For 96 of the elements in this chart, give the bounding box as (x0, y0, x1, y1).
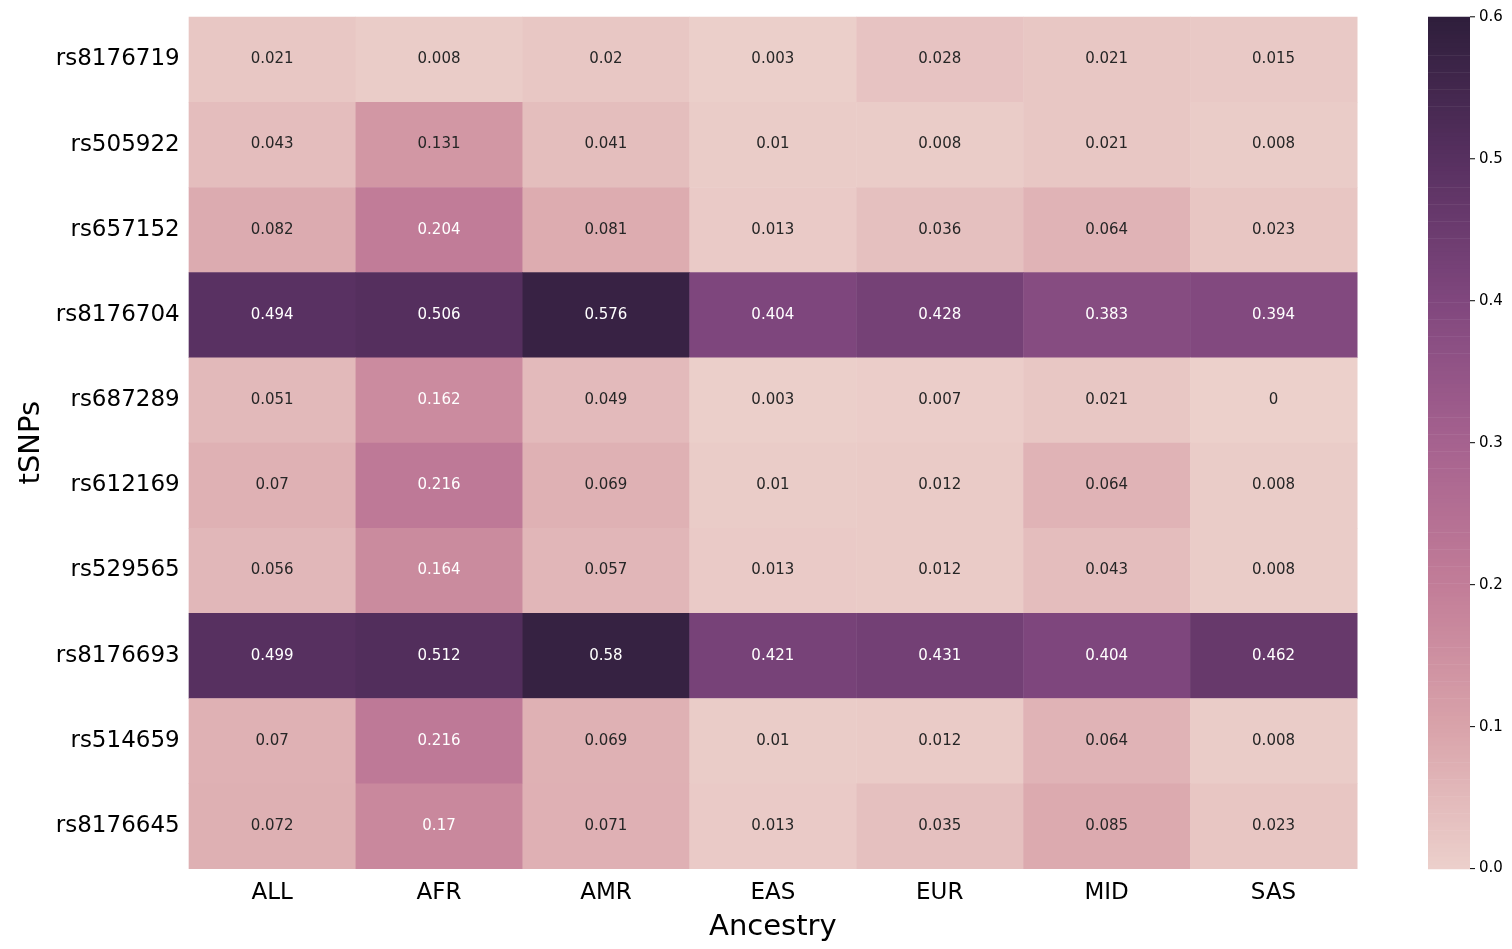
x-tick-label: AMR (580, 878, 632, 905)
data-label: 0.499 (250, 645, 294, 664)
data-label: 0.383 (1085, 304, 1129, 323)
y-tick-label: rs8176704 (55, 299, 180, 326)
y-tick-label: rs8176645 (55, 810, 180, 837)
y-tick-label: rs8176719 (55, 44, 180, 71)
color-bar-label: 0.0 (1479, 858, 1503, 877)
color-bar-label: 0.3 (1479, 432, 1503, 451)
data-label: 0.216 (417, 475, 461, 494)
data-label: 0.216 (417, 730, 461, 749)
data-label: 0.17 (422, 815, 456, 834)
data-label: 0.421 (751, 645, 795, 664)
data-label: 0.012 (918, 560, 962, 579)
data-label: 0.021 (1085, 134, 1129, 153)
data-label: 0.428 (918, 304, 962, 323)
data-label: 0.007 (918, 390, 962, 408)
data-label: 0.023 (1252, 815, 1296, 834)
color-bar-label: 0.2 (1479, 574, 1503, 593)
data-label: 0.021 (1085, 390, 1129, 408)
data-label: 0.07 (255, 475, 289, 494)
data-label: 0 (1268, 390, 1279, 408)
x-tick-label: EAS (750, 878, 796, 905)
data-label: 0.494 (250, 304, 294, 323)
data-label: 0.008 (417, 49, 461, 68)
y-axis-title: tSNPs (11, 400, 46, 485)
y-tick-label: rs612169 (70, 470, 180, 497)
data-label: 0.003 (751, 49, 795, 68)
data-label: 0.081 (584, 219, 628, 238)
data-label: 0.085 (1085, 815, 1129, 834)
data-label: 0.008 (1252, 560, 1296, 579)
data-label: 0.043 (250, 134, 294, 153)
y-tick-label: rs529565 (70, 555, 180, 582)
x-tick-label: ALL (251, 878, 293, 905)
data-label: 0.072 (250, 815, 294, 834)
data-label: 0.008 (918, 134, 962, 153)
data-label: 0.057 (584, 560, 628, 579)
data-label: 0.041 (584, 134, 628, 153)
data-label: 0.036 (918, 219, 962, 238)
data-label: 0.012 (918, 475, 962, 494)
data-label: 0.015 (1252, 49, 1296, 68)
data-label: 0.021 (1085, 49, 1129, 68)
data-label: 0.064 (1085, 219, 1129, 238)
data-label: 0.01 (756, 475, 790, 494)
y-tick-label: rs657152 (70, 214, 180, 241)
data-label: 0.013 (751, 219, 795, 238)
color-bar-label: 0.6 (1479, 6, 1503, 25)
data-label: 0.021 (250, 49, 294, 68)
color-bar-label: 0.1 (1479, 716, 1503, 735)
data-label: 0.131 (417, 134, 461, 153)
data-label: 0.003 (751, 390, 795, 408)
x-axis-title: Ancestry (709, 908, 837, 943)
x-tick-label: SAS (1250, 878, 1297, 905)
data-label: 0.07 (255, 730, 289, 749)
y-tick-label: rs8176693 (55, 640, 180, 667)
data-label: 0.576 (584, 304, 628, 323)
data-label: 0.58 (589, 645, 623, 664)
data-label: 0.056 (250, 560, 294, 579)
data-label: 0.013 (751, 560, 795, 579)
data-label: 0.01 (756, 730, 790, 749)
data-label: 0.012 (918, 730, 962, 749)
data-label: 0.069 (584, 730, 628, 749)
data-label: 0.01 (756, 134, 790, 153)
y-tick-label: rs687289 (70, 385, 180, 412)
data-label: 0.049 (584, 390, 628, 408)
data-label: 0.064 (1085, 475, 1129, 494)
data-label: 0.008 (1252, 730, 1296, 749)
data-label: 0.164 (417, 560, 461, 579)
data-label: 0.069 (584, 475, 628, 494)
data-label: 0.404 (751, 304, 795, 323)
data-label: 0.394 (1252, 304, 1296, 323)
data-label: 0.008 (1252, 475, 1296, 494)
data-label: 0.013 (751, 815, 795, 834)
data-label: 0.008 (1252, 134, 1296, 153)
data-label: 0.462 (1252, 645, 1296, 664)
y-tick-label: rs505922 (70, 129, 180, 156)
y-tick-label: rs514659 (70, 725, 180, 752)
x-tick-label: EUR (916, 878, 964, 905)
data-label: 0.02 (589, 49, 623, 68)
color-bar-label: 0.4 (1479, 290, 1503, 309)
x-tick-label: MID (1084, 878, 1129, 905)
color-bar-label: 0.5 (1479, 148, 1503, 167)
data-label: 0.043 (1085, 560, 1129, 579)
data-label: 0.035 (918, 815, 962, 834)
data-label: 0.064 (1085, 730, 1129, 749)
data-label: 0.506 (417, 304, 461, 323)
data-label: 0.512 (417, 645, 461, 664)
x-tick-label: AFR (416, 878, 462, 905)
data-label: 0.071 (584, 815, 628, 834)
data-label: 0.404 (1085, 645, 1129, 664)
data-label: 0.204 (417, 219, 461, 238)
data-label: 0.082 (250, 219, 294, 238)
data-label: 0.028 (918, 49, 962, 68)
data-label: 0.023 (1252, 219, 1296, 238)
data-label: 0.431 (918, 645, 962, 664)
data-label: 0.162 (417, 390, 461, 408)
data-label: 0.051 (250, 390, 294, 408)
